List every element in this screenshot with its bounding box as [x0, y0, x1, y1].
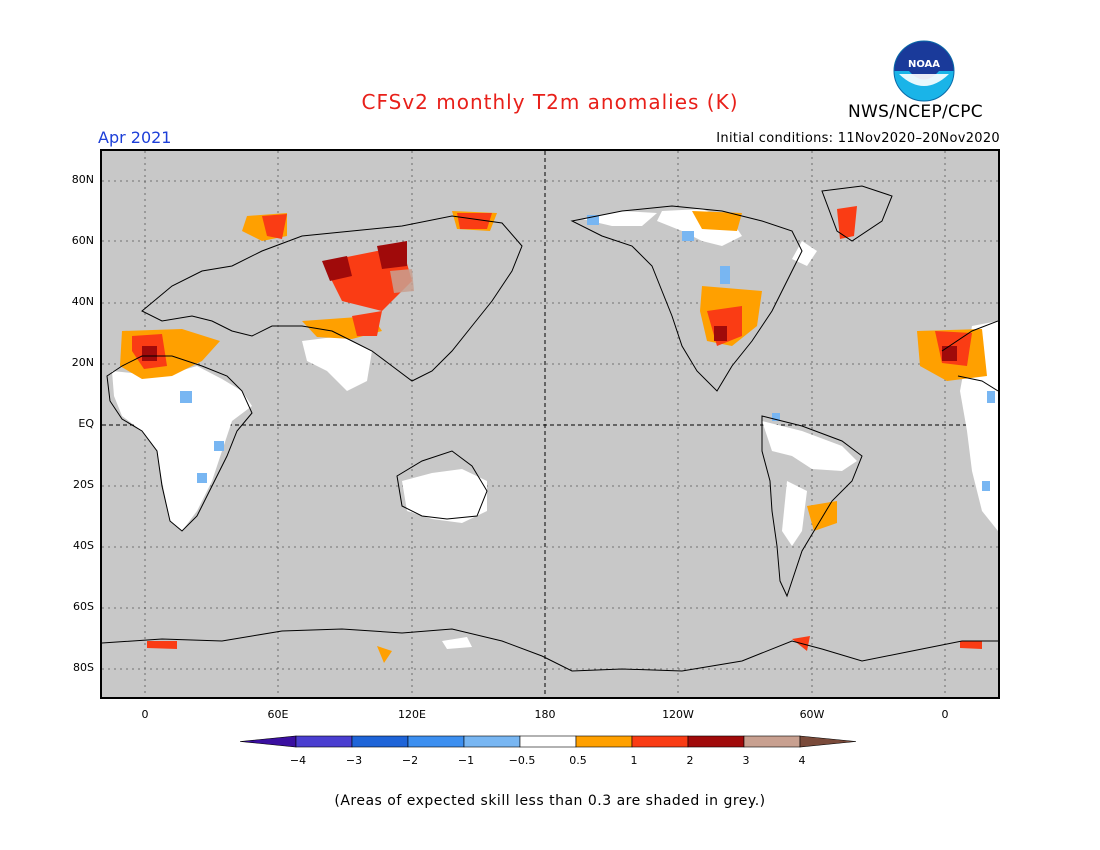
colorbar-label-minus2: −2 [401, 754, 419, 767]
reference-lines [102, 151, 998, 697]
colorbar-segment [631, 735, 689, 748]
noaa-logo: NOAA [893, 40, 955, 102]
lon-label-60w: 60W [799, 708, 825, 721]
colorbar-label-05: 0.5 [569, 754, 587, 767]
lat-label-80n: 80N [71, 173, 94, 186]
colorbar-segment [687, 735, 745, 748]
lon-label-0-left: 0 [141, 708, 149, 721]
colorbar-arrow-high [799, 735, 857, 748]
chart-title: CFSv2 monthly T2m anomalies (K) [361, 90, 739, 114]
colorbar-segment [575, 735, 633, 748]
lon-label-120w: 120W [662, 708, 694, 721]
colorbar-segment [295, 735, 353, 748]
colorbar-label-minus4: −4 [289, 754, 307, 767]
map-frame [100, 149, 1000, 699]
map-grid [102, 151, 998, 697]
lat-label-40n: 40N [71, 295, 94, 308]
lon-label-60e: 60E [267, 708, 289, 721]
colorbar-segment [463, 735, 521, 748]
lat-label-60s: 60S [73, 600, 94, 613]
near-normal-regions [112, 209, 998, 649]
colorbar-segment [743, 735, 801, 748]
colorbar-label-1: 1 [630, 754, 638, 767]
colorbar-arrow-low [240, 735, 297, 748]
lat-label-80s: 80S [73, 661, 94, 674]
colorbar-label-minus3: −3 [345, 754, 363, 767]
colorbar-segment [407, 735, 465, 748]
lat-label-20n: 20N [71, 356, 94, 369]
lat-label-40s: 40S [73, 539, 94, 552]
lon-label-0-right: 0 [941, 708, 949, 721]
valid-month: Apr 2021 [98, 128, 172, 147]
initial-conditions: Initial conditions: 11Nov2020–20Nov2020 [716, 131, 1000, 146]
map-canvas [102, 151, 998, 697]
colorbar-label-3: 3 [742, 754, 750, 767]
colorbar-label-minus1: −1 [457, 754, 475, 767]
colorbar-label-2: 2 [686, 754, 694, 767]
colorbar-segment [519, 735, 577, 748]
coastlines [102, 185, 998, 672]
above-normal-regions-darkred [142, 241, 957, 361]
skill-note: (Areas of expected skill less than 0.3 a… [334, 793, 766, 809]
colorbar-segment [351, 735, 409, 748]
below-normal-regions [180, 215, 995, 491]
colorbar-label-4: 4 [798, 754, 806, 767]
lat-label-eq: EQ [78, 417, 94, 430]
lon-label-180: 180 [534, 708, 556, 721]
noaa-logo-text: NOAA [908, 59, 940, 70]
lat-label-20s: 20S [73, 478, 94, 491]
above-normal-regions-tan [390, 269, 414, 293]
agency-label: NWS/NCEP/CPC [848, 102, 983, 122]
colorbar-label-minus05: −0.5 [508, 754, 536, 767]
above-normal-regions-orange [120, 211, 987, 663]
lat-label-60n: 60N [71, 234, 94, 247]
colorbar [240, 735, 857, 748]
above-normal-regions-red [132, 206, 982, 651]
lon-label-120e: 120E [398, 708, 426, 721]
